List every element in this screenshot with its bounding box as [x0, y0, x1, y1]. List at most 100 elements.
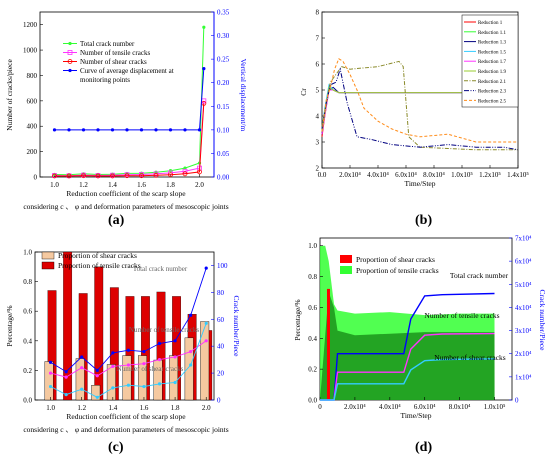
series-point-c-0-9: [189, 313, 193, 317]
series-point-a-2-10: [197, 169, 202, 175]
series-line-a-2: [54, 103, 205, 177]
y-tick-label-a-4: 800: [27, 72, 38, 80]
series-point-a-3-2: [81, 128, 86, 132]
series-point-a-3-11: [202, 66, 206, 71]
y-tick-label-c-0: 0.0: [23, 397, 32, 405]
series-point-c-2-4: [111, 386, 115, 390]
series-point-a-3-5: [125, 128, 129, 132]
y-tick-label-b-4: 6: [316, 61, 320, 69]
series-point-a-2-0: [52, 173, 57, 179]
y-tick-label-c-4: 0.8: [23, 278, 32, 286]
y2-tick-label-c-4: 80: [217, 289, 225, 297]
y2-tick-label-a-4: 0.20: [217, 79, 230, 87]
series-point-c-2-7: [157, 382, 162, 386]
y2-tick-label-d-5: 5x10⁴: [515, 281, 532, 289]
legend-swatch-c-1: [41, 261, 55, 270]
series-line-b-8: [321, 58, 518, 143]
y-tick-label-a-2: 400: [27, 123, 38, 131]
bar-shear-c-9: [184, 337, 194, 401]
legend-marker-a-2: [67, 59, 73, 64]
x-tick-label-d-2: 4.0x10⁴: [379, 403, 401, 411]
series-point-c-1-3: [95, 374, 99, 378]
series-line-a-3: [54, 68, 205, 131]
bar-tensile-c-1: [63, 251, 73, 401]
y-axis-title-c: Percentage/%: [5, 305, 14, 346]
y2-tick-label-d-6: 6x10⁴: [515, 258, 532, 266]
y-tick-label-d-1: 0.2: [308, 366, 317, 374]
series-point-c-2-9: [189, 363, 193, 367]
series-point-c-1-4: [111, 364, 115, 368]
x-tick-label-b-5: 1.0x10⁵: [451, 171, 473, 179]
annotation-shear-d: Number of shear cracks: [434, 353, 506, 362]
bar-shear-c-5: [122, 355, 132, 401]
series-point-c-2-1: [64, 393, 68, 397]
series-point-a-3-0: [52, 128, 57, 132]
panel-label-c: (c): [108, 440, 124, 455]
series-point-c-1-8: [173, 355, 177, 359]
series-point-a-2-4: [110, 173, 115, 179]
y2-tick-label-a-7: 0.35: [217, 9, 230, 17]
x-tick-label-a-0: 1.0: [50, 181, 59, 189]
y2-tick-label-a-1: 0.05: [217, 150, 230, 158]
series-point-a-3-9: [183, 128, 187, 132]
y2-tick-label-c-2: 40: [217, 343, 225, 351]
y-tick-label-b-3: 5: [316, 87, 320, 95]
y-tick-label-a-3: 600: [27, 97, 38, 105]
x-tick-label-b-0: 0.0: [318, 171, 327, 179]
series-point-a-3-7: [154, 128, 158, 132]
legend-label-d-0: Proportion of shear cracks: [356, 255, 435, 264]
series-point-c-2-0: [48, 384, 53, 389]
x-tick-label-b-7: 1.4x10⁵: [507, 171, 529, 179]
series-point-c-0-5: [126, 348, 130, 352]
series-point-a-2-1: [66, 173, 72, 179]
series-point-a-3-3: [96, 128, 100, 132]
x-tick-label-a-5: 2.0: [195, 181, 204, 189]
y2-tick-label-c-3: 60: [217, 316, 225, 324]
series-point-c-2-5: [126, 383, 130, 387]
legend-label-d-1: Proportion of tensile cracks: [356, 266, 439, 275]
legend-label-a-4: monitoring points: [80, 76, 130, 84]
legend-label-b-1: Reduction 1.1: [478, 31, 507, 36]
x-axis-title-c: Reduction coefficient of the scarp slope: [66, 412, 186, 421]
y2-tick-label-c-5: 100: [217, 262, 228, 270]
series-line-b-7: [321, 67, 519, 151]
plot-frame-a: [39, 11, 215, 178]
x-tick-label-a-3: 1.6: [137, 181, 146, 189]
y2-tick-label-d-4: 4x10⁴: [515, 304, 532, 312]
series-point-a-2-5: [124, 173, 130, 179]
series-point-c-0-4: [111, 351, 115, 355]
series-point-c-1-5: [126, 363, 130, 367]
y-tick-label-a-0: 0: [34, 174, 38, 182]
area-shear-d: [320, 292, 495, 400]
x-tick-label-a-4: 1.8: [166, 181, 175, 189]
x-tick-label-c-5: 2.0: [202, 404, 211, 412]
legend-label-b-3: Reduction 1.5: [478, 50, 507, 55]
bar-shear-c-6: [138, 355, 147, 401]
legend-label-b-4: Reduction 1.7: [478, 60, 507, 65]
legend-label-b-7: Reduction 2.3: [478, 90, 507, 95]
y2-tick-label-c-1: 20: [217, 370, 225, 378]
legend-swatch-d-1: [340, 266, 352, 274]
y2-tick-label-a-0: 0.00: [217, 174, 230, 182]
x-tick-label-c-0: 1.0: [46, 404, 55, 412]
y2-tick-label-c-0: 0: [217, 397, 221, 405]
x-axis-subtitle-c: considering c 、 φ and deformation parame…: [23, 425, 228, 434]
series-point-c-2-6: [142, 384, 146, 389]
series-point-c-2-2: [80, 387, 84, 391]
series-line-a-1: [54, 100, 205, 177]
x-tick-label-b-2: 4.0x10⁴: [367, 171, 389, 179]
series-point-a-1-7: [153, 171, 159, 177]
bar-tensile-c-3: [94, 266, 104, 401]
series-point-c-1-0: [48, 371, 53, 375]
y-tick-label-d-3: 0.6: [308, 304, 317, 312]
annotation-shear-c: Number of shear cracks: [117, 365, 184, 373]
y-tick-label-b-2: 4: [316, 113, 320, 121]
legend-marker-a-0: [68, 41, 72, 46]
legend-label-b-6: Reduction 2.1: [478, 80, 507, 85]
series-point-c-2-10: [204, 321, 208, 325]
x-axis-title-a: Reduction coefficient of the scarp slope: [66, 189, 186, 198]
y-tick-label-d-0: 0.0: [308, 397, 317, 405]
series-point-a-3-8: [168, 128, 173, 132]
annotation-total-c: Total crack number: [133, 265, 188, 273]
